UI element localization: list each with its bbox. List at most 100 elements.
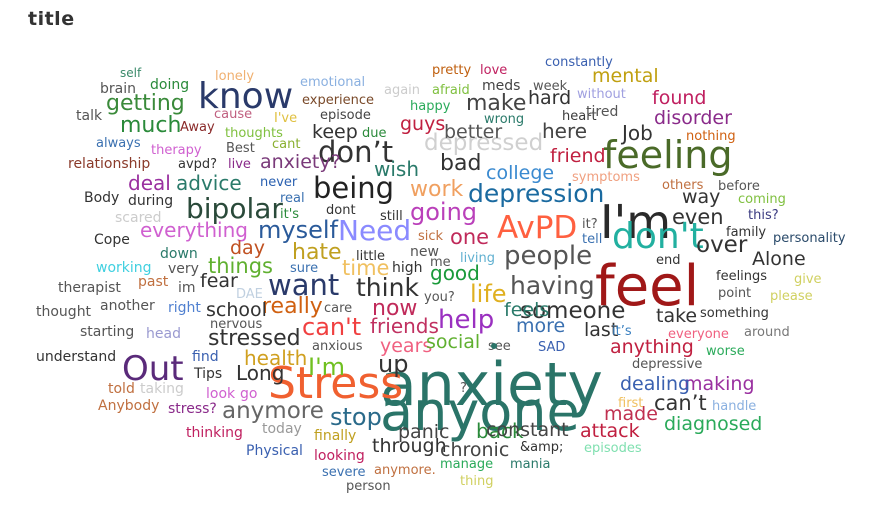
filler-word-108: manage	[440, 457, 493, 472]
word-8: Out	[122, 349, 184, 389]
word-7: don't	[612, 216, 704, 257]
filler-word-57: end	[656, 253, 681, 268]
word-47: wish	[374, 157, 419, 181]
filler-word-81: everyone	[668, 327, 729, 342]
word-20: going	[410, 198, 477, 226]
word-79: hard	[528, 87, 571, 109]
filler-word-35: before	[718, 179, 760, 194]
word-27: someone	[520, 298, 625, 324]
word-49: health	[244, 346, 307, 370]
word-25: up	[378, 350, 408, 378]
word-82: mental	[592, 65, 659, 87]
word-75: day	[230, 237, 265, 259]
filler-word-78: head	[146, 326, 181, 342]
filler-word-64: past	[138, 274, 169, 290]
word-46: advice	[176, 171, 242, 195]
filler-word-28: Best	[226, 141, 255, 156]
filler-word-15: talk	[76, 108, 103, 124]
word-59: attack	[580, 420, 640, 442]
filler-word-69: another	[100, 298, 155, 314]
filler-word-61: high	[392, 260, 423, 276]
word-15: people	[504, 241, 592, 271]
word-29: anymore	[222, 398, 324, 424]
word-78: way	[682, 186, 720, 208]
word-41: one	[450, 225, 489, 249]
filler-word-96: Anybody	[98, 398, 159, 414]
filler-word-5: pretty	[432, 63, 472, 78]
filler-word-16: cause	[214, 107, 252, 122]
filler-word-12: without	[577, 87, 626, 102]
word-18: think	[356, 273, 419, 302]
word-67: chronic	[440, 439, 509, 461]
word-85: dealing	[620, 373, 690, 395]
filler-word-20: tired	[586, 104, 618, 120]
word-63: anxiety?	[260, 151, 341, 173]
word-37: stressed	[208, 326, 301, 351]
word-51: Job	[620, 121, 653, 145]
filler-word-19: heart	[562, 109, 597, 124]
filler-word-14: happy	[410, 99, 451, 114]
word-62: keep	[312, 121, 358, 143]
word-22: life	[470, 280, 507, 308]
filler-word-63: therapist	[58, 280, 121, 296]
filler-word-75: nervous	[210, 317, 262, 332]
word-16: help	[438, 305, 494, 335]
filler-word-47: this?	[748, 208, 779, 223]
filler-word-70: right	[168, 300, 201, 316]
filler-word-29: cant	[272, 137, 300, 152]
word-13: bipolar	[186, 192, 283, 225]
filler-word-110: person	[346, 479, 391, 494]
filler-word-103: Physical	[246, 443, 303, 459]
word-55: back	[476, 419, 524, 443]
word-33: work	[410, 177, 463, 202]
word-56: years	[380, 335, 432, 357]
word-73: school	[206, 299, 267, 321]
word-21: myself	[258, 216, 339, 244]
filler-word-9: week	[533, 79, 568, 94]
filler-word-111: thing	[460, 474, 493, 489]
filler-word-34: others	[662, 178, 704, 193]
filler-word-32: live	[228, 157, 251, 172]
filler-word-4: emotional	[300, 75, 365, 90]
filler-word-97: stress?	[168, 401, 217, 417]
filler-word-88: worse	[706, 344, 745, 359]
filler-word-18: wrong	[484, 112, 524, 127]
filler-word-73: thought	[36, 304, 92, 320]
word-43: even	[672, 205, 724, 229]
word-66: panic	[398, 421, 449, 443]
filler-word-60: sure	[290, 261, 318, 276]
filler-word-93: go	[240, 386, 257, 402]
filler-word-42: it's	[280, 207, 299, 222]
filler-word-107: anymore.	[374, 463, 436, 478]
filler-word-37: during	[128, 193, 173, 209]
word-80: found	[652, 87, 706, 109]
filler-word-3: lonely	[215, 69, 254, 84]
filler-word-66: DAE	[236, 287, 263, 302]
filler-word-23: thoughts	[225, 126, 283, 141]
filler-word-17: episode	[320, 108, 371, 123]
dot-mark	[491, 343, 497, 349]
filler-word-40: coming	[738, 192, 786, 207]
filler-word-6: love	[480, 63, 507, 78]
filler-word-30: relationship	[68, 156, 150, 172]
filler-word-104: looking	[314, 448, 365, 464]
word-57: through	[372, 435, 447, 457]
word-5: feeling	[603, 133, 732, 177]
filler-word-56: living	[460, 251, 495, 266]
word-65: college	[486, 162, 554, 184]
word-30: over	[696, 232, 748, 258]
filler-word-26: always	[96, 136, 141, 151]
chart-title: title	[28, 8, 75, 30]
word-70: more	[516, 315, 565, 337]
word-2: feel	[595, 254, 699, 319]
word-68: constant	[486, 419, 569, 441]
filler-word-33: symptoms	[572, 170, 640, 185]
word-3: I'm	[600, 195, 671, 249]
filler-word-54: new	[410, 244, 439, 260]
word-42: things	[208, 254, 273, 278]
filler-word-101: finally	[314, 428, 356, 444]
filler-word-67: feelings	[716, 269, 767, 284]
filler-word-49: sick	[418, 229, 444, 244]
filler-word-77: starting	[80, 324, 134, 340]
filler-word-53: little	[356, 249, 385, 264]
